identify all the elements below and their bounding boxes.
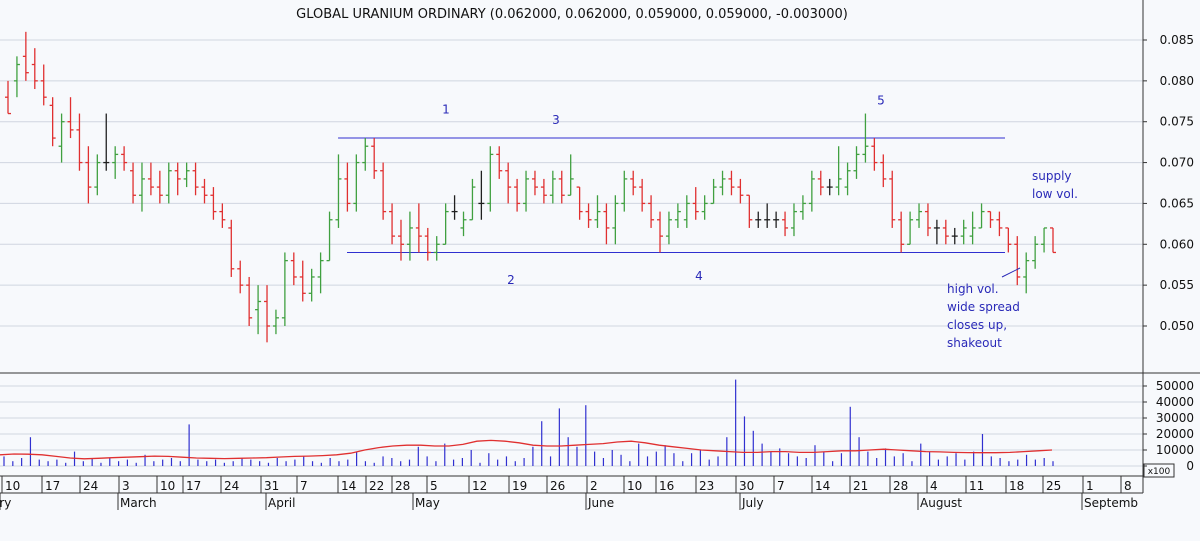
price-bars bbox=[5, 31, 1056, 343]
day-label: 23 bbox=[699, 479, 714, 493]
volume-unit-label: x100 bbox=[1148, 467, 1171, 477]
day-label: 24 bbox=[224, 479, 239, 493]
day-label: 10 bbox=[627, 479, 642, 493]
annotation-pointer bbox=[1001, 267, 1021, 278]
day-label: 28 bbox=[395, 479, 410, 493]
frame bbox=[0, 0, 1200, 494]
volume-tick-label: 10000 bbox=[1156, 443, 1194, 457]
annotation-text: wide spread bbox=[947, 300, 1020, 314]
pivot-label: 2 bbox=[507, 273, 515, 287]
day-label: 21 bbox=[853, 479, 868, 493]
day-label: 14 bbox=[815, 479, 830, 493]
price-tick-label: 0.085 bbox=[1160, 33, 1194, 47]
pivot-label: 1 bbox=[442, 102, 450, 116]
annotation-text: supply bbox=[1032, 169, 1072, 183]
day-label: 26 bbox=[550, 479, 565, 493]
day-label: 7 bbox=[777, 479, 785, 493]
day-label: 22 bbox=[369, 479, 384, 493]
pivot-label: 3 bbox=[552, 113, 560, 127]
day-label: 8 bbox=[1124, 479, 1132, 493]
day-label: 3 bbox=[122, 479, 130, 493]
day-label: 31 bbox=[264, 479, 279, 493]
month-label: Septemb bbox=[1084, 496, 1138, 510]
annotation-text: high vol. bbox=[947, 282, 999, 296]
levels bbox=[338, 137, 1005, 253]
month-label: June bbox=[587, 496, 614, 510]
day-label: 28 bbox=[893, 479, 908, 493]
day-label: 2 bbox=[590, 479, 598, 493]
volume-tick-label: 30000 bbox=[1156, 411, 1194, 425]
day-label: 4 bbox=[930, 479, 938, 493]
volume-ma bbox=[0, 439, 1053, 460]
day-label: 1 bbox=[1086, 479, 1094, 493]
day-label: 25 bbox=[1046, 479, 1061, 493]
grid bbox=[0, 39, 1143, 467]
month-label: July bbox=[741, 496, 764, 510]
month-label: April bbox=[268, 496, 295, 510]
day-label: 17 bbox=[45, 479, 60, 493]
price-tick-label: 0.050 bbox=[1160, 319, 1194, 333]
month-label: May bbox=[415, 496, 440, 510]
volume-tick-label: 40000 bbox=[1156, 395, 1194, 409]
annotation-text: closes up, bbox=[947, 318, 1007, 332]
day-label: 10 bbox=[160, 479, 175, 493]
day-label: 5 bbox=[430, 479, 438, 493]
day-label: 30 bbox=[739, 479, 754, 493]
point-labels: 1 2 3 4 5 bbox=[442, 93, 885, 287]
annotations: supply low vol. high vol. wide spread closes… bbox=[947, 169, 1078, 350]
day-label: 18 bbox=[1009, 479, 1024, 493]
price-tick-label: 0.080 bbox=[1160, 74, 1194, 88]
annotation-text: low vol. bbox=[1032, 187, 1078, 201]
volume-tick-label: 20000 bbox=[1156, 427, 1194, 441]
price-tick-label: 0.075 bbox=[1160, 115, 1194, 129]
volume-bars bbox=[3, 379, 1054, 466]
price-tick-label: 0.065 bbox=[1160, 196, 1194, 210]
day-label: 14 bbox=[341, 479, 356, 493]
chart-title: GLOBAL URANIUM ORDINARY (0.062000, 0.062… bbox=[296, 7, 848, 22]
volume-tick-label: 50000 bbox=[1156, 379, 1194, 393]
pivot-label: 5 bbox=[877, 93, 885, 107]
price-tick-label: 0.060 bbox=[1160, 237, 1194, 251]
day-label: 12 bbox=[472, 479, 487, 493]
volume-unit-box bbox=[1143, 463, 1175, 478]
day-label: 17 bbox=[186, 479, 201, 493]
price-tick-label: 0.070 bbox=[1160, 156, 1194, 170]
month-label: August bbox=[920, 496, 962, 510]
month-label: March bbox=[120, 496, 157, 510]
day-label: 16 bbox=[659, 479, 674, 493]
annotation-text: shakeout bbox=[947, 336, 1002, 350]
day-label: 24 bbox=[83, 479, 98, 493]
price-axis: 0.085 0.080 0.075 0.070 0.065 0.060 0.055 0.050 bbox=[1143, 33, 1194, 333]
day-label: 19 bbox=[512, 479, 527, 493]
day-label: 11 bbox=[969, 479, 984, 493]
day-label: 10 bbox=[5, 479, 20, 493]
month-label: ary bbox=[0, 496, 11, 510]
price-tick-label: 0.055 bbox=[1160, 278, 1194, 292]
pivot-label: 4 bbox=[695, 269, 703, 283]
volume-ma-line bbox=[0, 439, 1053, 460]
volume-tick-label: 0 bbox=[1186, 459, 1194, 473]
date-axis: 10 17 24 3 10 17 24 31 7 14 22 28 5 12 19 26 2 10 16 23 30 7 1… bbox=[0, 476, 1138, 510]
day-label: 7 bbox=[300, 479, 308, 493]
volume-axis: 50000 40000 30000 20000 10000 0 x100 bbox=[1143, 379, 1194, 478]
